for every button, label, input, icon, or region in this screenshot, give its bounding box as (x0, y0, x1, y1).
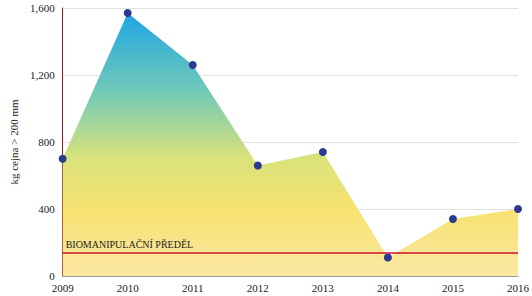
svg-text:1,600: 1,600 (30, 2, 55, 14)
svg-text:2013: 2013 (312, 282, 335, 294)
svg-text:2014: 2014 (377, 282, 400, 294)
svg-text:2010: 2010 (117, 282, 140, 294)
svg-text:2015: 2015 (442, 282, 465, 294)
svg-text:800: 800 (38, 136, 55, 148)
svg-text:2016: 2016 (507, 282, 530, 294)
svg-text:BIOMANIPULAČNÍ PŘEDĚL: BIOMANIPULAČNÍ PŘEDĚL (66, 239, 193, 250)
svg-text:0: 0 (49, 270, 55, 282)
svg-text:2011: 2011 (182, 282, 204, 294)
svg-text:2012: 2012 (247, 282, 269, 294)
svg-text:400: 400 (38, 203, 55, 215)
svg-text:2009: 2009 (52, 282, 75, 294)
svg-text:1,200: 1,200 (30, 69, 55, 81)
svg-text:kg cejna > 200 mm: kg cejna > 200 mm (8, 99, 20, 184)
